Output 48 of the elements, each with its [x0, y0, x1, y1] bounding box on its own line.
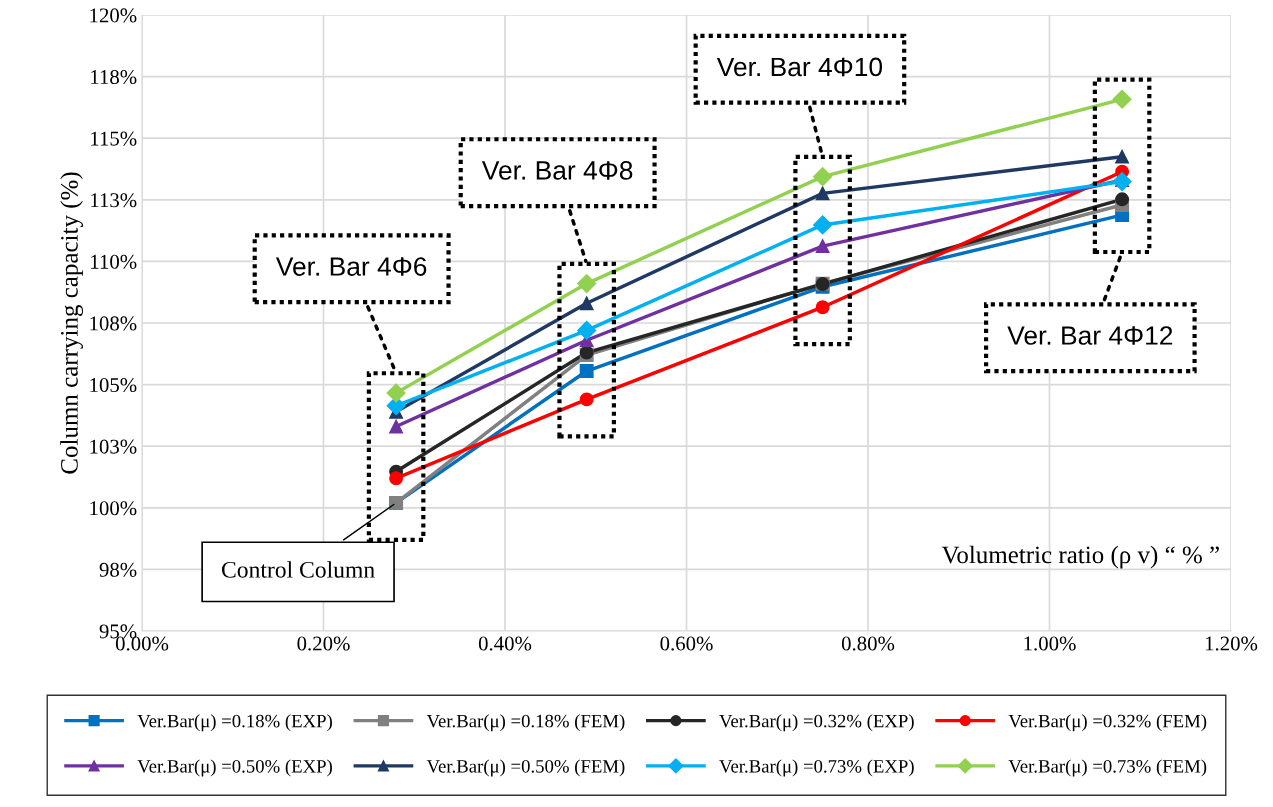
annotation: Ver. Bar 4Φ6	[275, 257, 427, 276]
legend-label: Ver.Bar(μ) =0.32% (FEM)	[1008, 714, 1207, 732]
annotation: Control Column	[221, 561, 375, 578]
y-tick-label: 100%	[90, 501, 137, 516]
point	[1112, 89, 1132, 109]
point	[579, 296, 594, 311]
point	[1112, 172, 1132, 192]
x-tick-label: 0.60%	[660, 636, 713, 651]
annotation: Ver. Bar 4Φ8	[481, 161, 633, 180]
x-axis-title: Volumetric ratio (ρ v) “ % ”	[941, 545, 1219, 569]
point	[815, 186, 830, 201]
x-tick-label: 1.00%	[1024, 636, 1076, 651]
x-tick-label: 0.40%	[478, 636, 532, 651]
point	[389, 471, 404, 486]
y-tick-label: 108%	[90, 316, 137, 331]
x-tick-label: 0.80%	[841, 636, 895, 651]
y-tick-label: 105%	[90, 377, 137, 393]
point	[1115, 192, 1130, 207]
y-axis-title: Column carrying capacity (%)	[60, 172, 83, 474]
point	[386, 383, 406, 403]
y-tick-label: 103%	[90, 439, 137, 454]
x-tick-label: 0.20%	[297, 636, 350, 651]
point	[813, 215, 833, 235]
point	[815, 300, 830, 315]
point	[813, 167, 833, 187]
point	[579, 392, 594, 407]
annotation: Ver. Bar 4Φ10	[716, 57, 883, 77]
legend-label: Ver.Bar(μ) =0.73% (FEM)	[1008, 759, 1207, 777]
point	[389, 419, 404, 434]
y-tick-label: 113%	[91, 193, 137, 208]
y-tick-label: 118%	[91, 69, 137, 85]
legend-label: Ver.Bar(μ) =0.50% (EXP)	[137, 759, 332, 777]
y-tick-label: 115%	[91, 131, 137, 146]
point	[577, 274, 597, 294]
point	[579, 364, 594, 378]
annotation: Ver. Bar 4Φ12	[1007, 326, 1173, 345]
y-tick-label: 120%	[90, 8, 137, 23]
point	[1115, 149, 1130, 164]
legend-label: Ver.Bar(μ) =0.50% (FEM)	[426, 759, 625, 777]
legend-label: Ver.Bar(μ) =0.32% (EXP)	[719, 714, 914, 732]
x-tick-label: 1.20%	[1205, 636, 1258, 651]
legend-label: Ver.Bar(μ) =0.73% (EXP)	[719, 759, 914, 777]
point	[815, 239, 830, 254]
legend-label: Ver.Bar(μ) =0.18% (FEM)	[426, 714, 625, 732]
point	[577, 320, 597, 340]
legend-label: Ver.Bar(μ) =0.18% (EXP)	[137, 714, 332, 732]
y-tick-label: 110%	[91, 254, 137, 269]
y-tick-label: 98%	[99, 562, 137, 577]
